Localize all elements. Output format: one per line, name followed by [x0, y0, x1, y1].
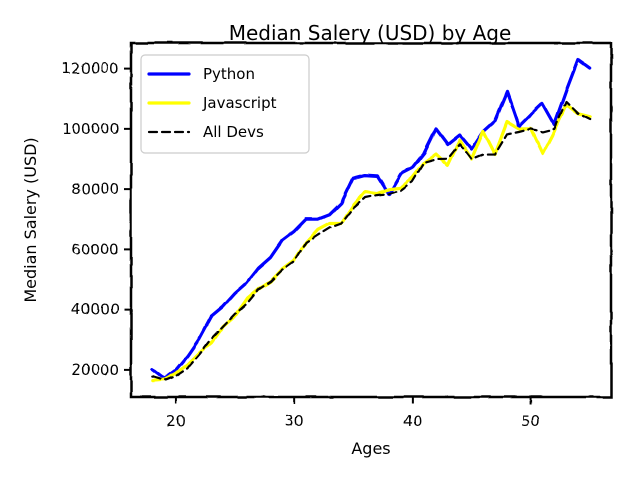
x-tick-label-0: 20	[166, 412, 185, 430]
series-layer	[150, 58, 592, 383]
y-axis: 20000 40000 60000 80000 100000 120000	[62, 60, 131, 379]
legend: Python Javascript All Devs	[140, 54, 310, 154]
x-axis: 20 30 40 50	[166, 397, 540, 430]
y-tick-label-4: 100000	[62, 120, 119, 138]
x-tick-label-1: 30	[285, 412, 304, 430]
series-line-0	[150, 58, 592, 381]
x-tick-label-2: 40	[403, 412, 422, 430]
y-tick-label-0: 20000	[71, 361, 119, 379]
legend-label-1: Javascript	[202, 94, 277, 112]
series-line-2	[151, 100, 591, 382]
y-tick-label-5: 120000	[62, 60, 119, 78]
plot-frame	[129, 41, 613, 399]
legend-box	[140, 54, 310, 154]
y-axis-label: Median Salery (USD)	[21, 137, 40, 302]
y-tick-label-1: 40000	[71, 301, 119, 319]
x-axis-label: Ages	[351, 439, 390, 458]
chart-title: Median Salery (USD) by Age	[229, 21, 512, 45]
y-tick-label-2: 60000	[71, 240, 119, 258]
y-tick-label-3: 80000	[71, 180, 119, 198]
legend-label-0: Python	[203, 65, 255, 83]
x-tick-label-3: 50	[521, 412, 540, 430]
legend-label-2: All Devs	[203, 123, 264, 141]
